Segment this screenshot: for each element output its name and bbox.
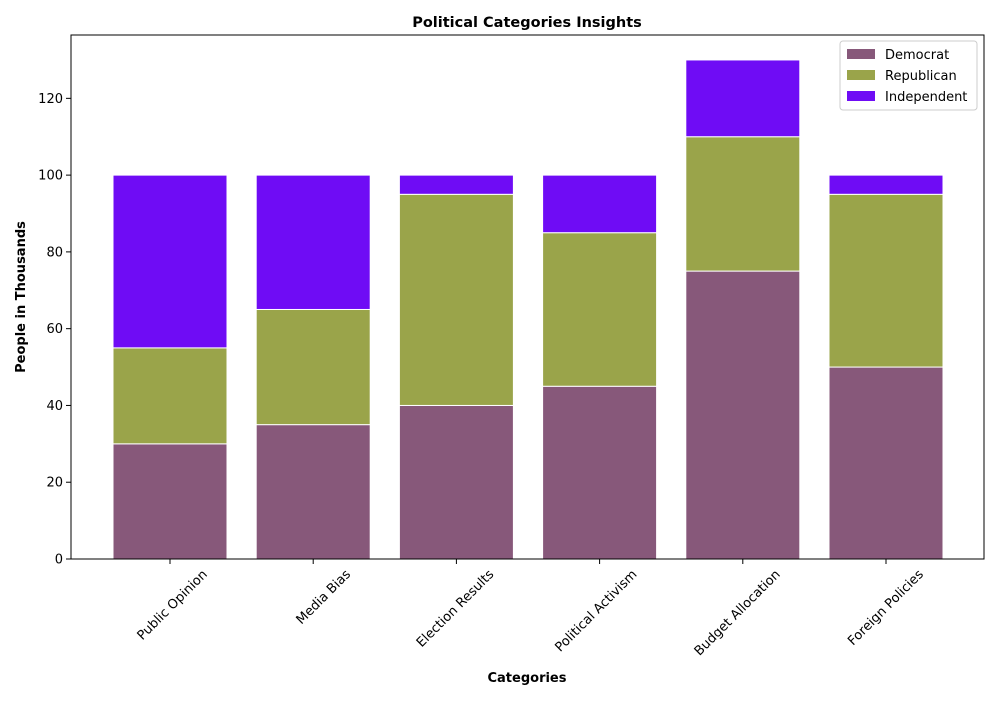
legend-label-independent: Independent — [885, 90, 967, 105]
bars-group — [112, 59, 944, 560]
bar-independent-political-activism — [542, 174, 658, 234]
bar-democrat-political-activism — [542, 385, 658, 560]
y-tick-label: 0 — [55, 553, 63, 568]
bar-independent-media-bias — [255, 174, 371, 310]
x-tick-label: Political Activism — [552, 567, 640, 655]
y-tick-label: 100 — [38, 169, 63, 184]
legend-label-democrat: Democrat — [885, 48, 949, 63]
x-tick-label: Budget Allocation — [692, 567, 784, 659]
chart-title: Political Categories Insights — [412, 15, 642, 31]
y-tick-label: 40 — [46, 399, 63, 414]
bar-democrat-media-bias — [255, 424, 371, 560]
bar-independent-budget-allocation — [685, 59, 801, 138]
legend: Democrat Republican Independent — [839, 40, 978, 111]
legend-swatch-independent — [847, 91, 875, 101]
x-axis: Public Opinion Media Bias Election Results… — [135, 559, 927, 659]
legend-swatch-democrat — [847, 49, 875, 59]
x-tick-label: Media Bias — [294, 567, 355, 628]
bar-democrat-budget-allocation — [685, 270, 801, 560]
y-tick-label: 120 — [38, 92, 63, 107]
x-tick-label: Foreign Policies — [845, 567, 927, 649]
bar-republican-budget-allocation — [685, 136, 801, 272]
y-tick-label: 20 — [46, 476, 63, 491]
y-axis: 0 20 40 60 80 100 120 — [38, 92, 71, 568]
bar-independent-public-opinion — [112, 174, 228, 349]
x-tick-label: Election Results — [414, 567, 498, 651]
legend-swatch-republican — [847, 70, 875, 80]
bar-republican-political-activism — [542, 232, 658, 387]
bar-republican-foreign-policies — [828, 193, 944, 368]
bar-independent-foreign-policies — [828, 174, 944, 195]
x-tick-label: Public Opinion — [135, 567, 211, 643]
plot-frame — [70, 34, 985, 560]
bar-independent-election-results — [398, 174, 514, 195]
bar-republican-media-bias — [255, 308, 371, 426]
bar-democrat-election-results — [398, 404, 514, 560]
bar-democrat-public-opinion — [112, 443, 228, 560]
y-tick-label: 80 — [46, 245, 63, 260]
bar-democrat-foreign-policies — [828, 366, 944, 560]
bar-republican-election-results — [398, 193, 514, 406]
y-tick-label: 60 — [46, 322, 63, 337]
bar-republican-public-opinion — [112, 347, 228, 445]
y-axis-label: People in Thousands — [14, 221, 29, 373]
x-axis-label: Categories — [487, 671, 566, 686]
legend-label-republican: Republican — [885, 69, 957, 84]
